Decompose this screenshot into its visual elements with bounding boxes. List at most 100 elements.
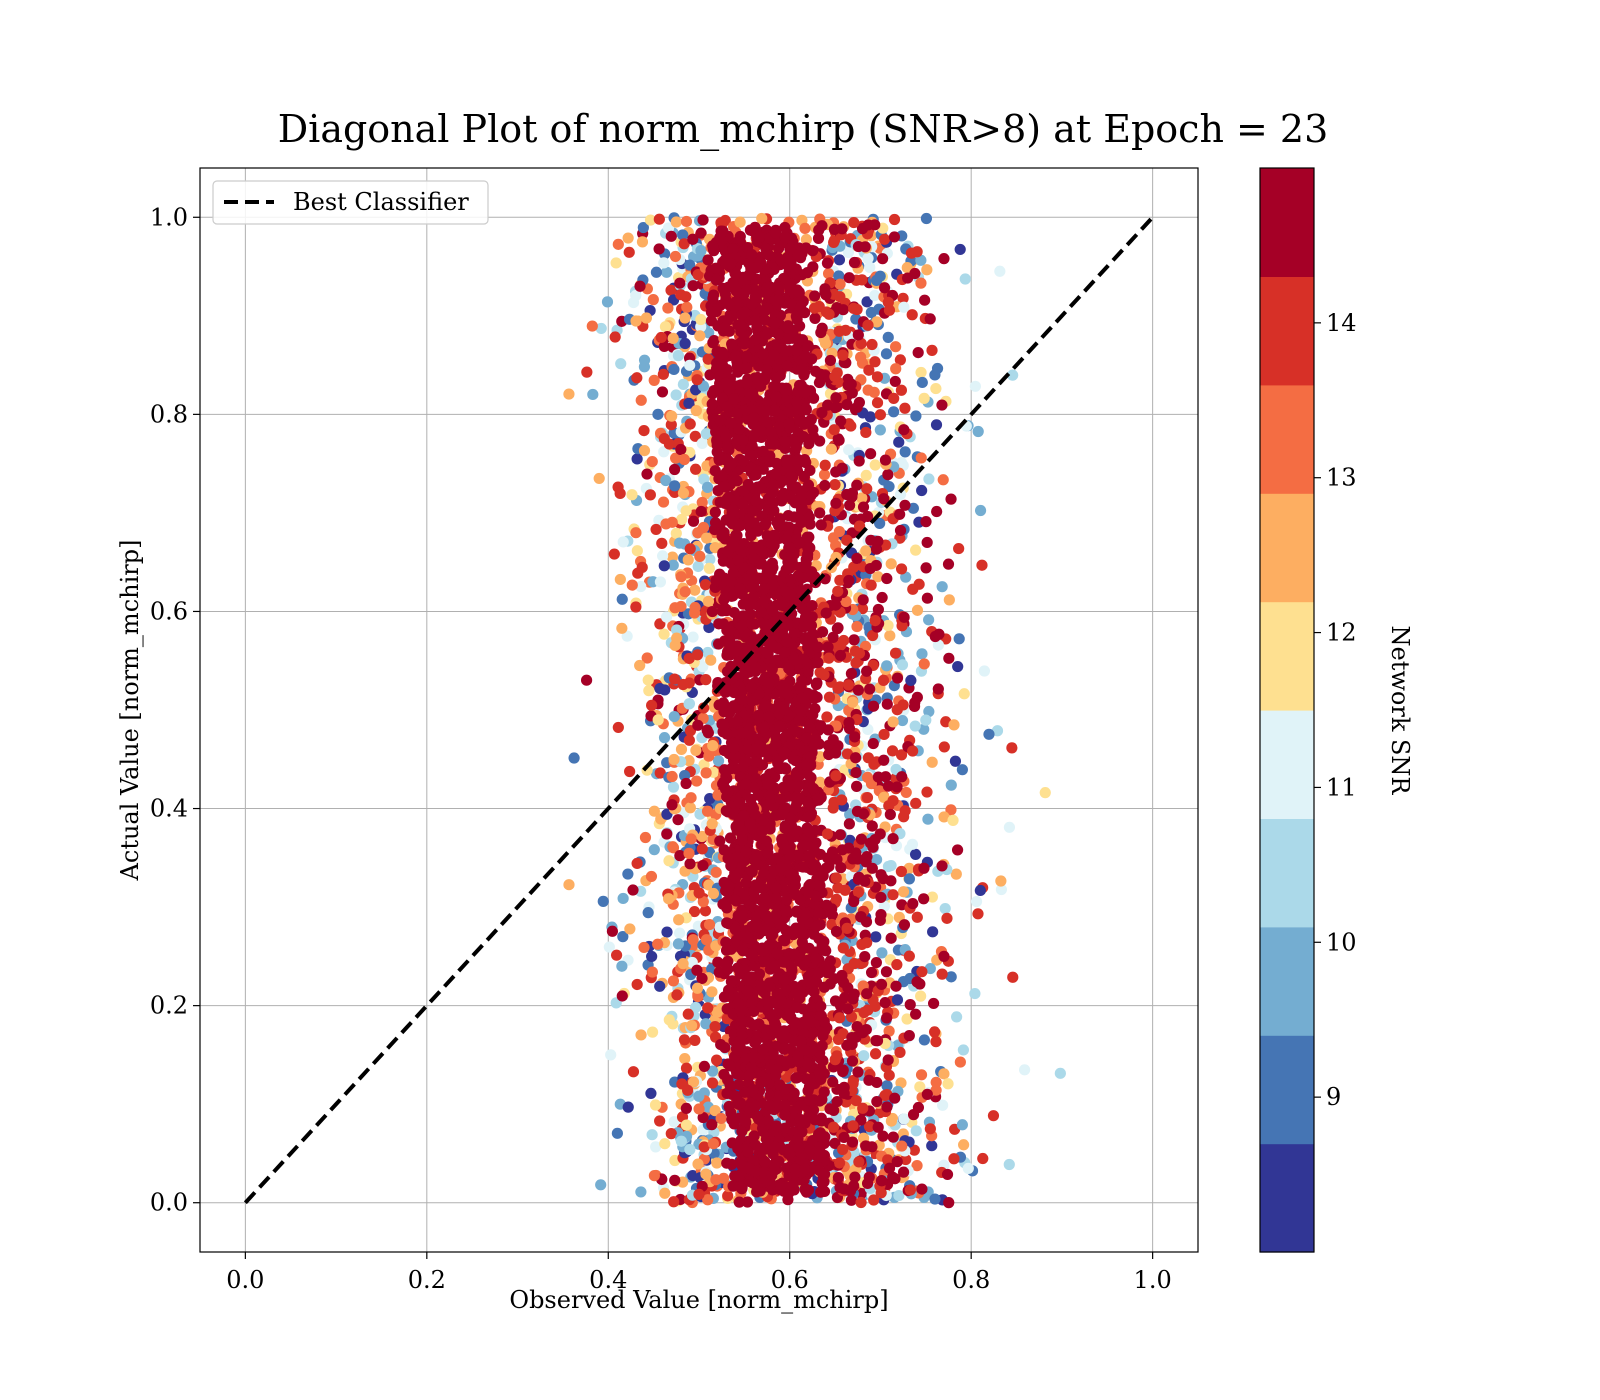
scatter-point: [842, 1003, 854, 1015]
scatter-point: [905, 247, 918, 259]
scatter-point: [727, 1180, 739, 1192]
scatter-point: [1003, 821, 1016, 833]
scatter-point: [653, 243, 665, 255]
scatter-point: [659, 684, 671, 696]
scatter-point: [878, 791, 890, 803]
scatter-point: [937, 474, 949, 486]
scatter-point: [891, 994, 904, 1006]
scatter-point: [883, 480, 895, 493]
scatter-point: [630, 315, 642, 327]
scatter-point: [751, 1110, 763, 1122]
scatter-point: [846, 1031, 858, 1044]
scatter-point: [580, 674, 593, 686]
scatter-point: [918, 893, 930, 905]
scatter-point: [690, 463, 702, 475]
scatter-point: [668, 673, 681, 685]
scatter-point: [623, 246, 635, 258]
scatter-point: [910, 797, 922, 809]
scatter-point: [959, 273, 971, 285]
scatter-point: [631, 978, 643, 991]
scatter-point: [921, 264, 933, 276]
scatter-point: [703, 562, 715, 574]
scatter-point: [958, 688, 970, 700]
scatter-point: [910, 410, 922, 422]
scatter-point: [828, 424, 840, 436]
scatter-point: [833, 1157, 846, 1169]
scatter-point: [807, 709, 819, 721]
scatter-point: [995, 875, 1007, 887]
scatter-point: [863, 1074, 875, 1086]
scatter-point: [860, 856, 872, 868]
scatter-point: [972, 425, 984, 438]
scatter-point: [970, 895, 983, 908]
scatter-point: [632, 567, 644, 579]
scatter-point: [610, 949, 623, 961]
scatter-point: [799, 222, 811, 234]
scatter-point: [707, 740, 719, 752]
scatter-point: [814, 435, 826, 447]
scatter-point: [669, 250, 682, 263]
scatter-point: [897, 292, 909, 304]
scatter-point: [886, 745, 899, 757]
scatter-point: [895, 563, 908, 575]
scatter-point: [912, 346, 924, 359]
scatter-point: [680, 777, 692, 790]
scatter-point: [878, 233, 891, 245]
scatter-point: [700, 767, 712, 779]
scatter-point: [617, 892, 629, 905]
scatter-point: [652, 938, 664, 950]
scatter-point: [819, 459, 831, 471]
scatter-point: [713, 966, 725, 978]
scatter-point: [890, 363, 902, 375]
scatter-point: [771, 948, 784, 960]
scatter-point: [877, 674, 890, 686]
scatter-point: [709, 1020, 721, 1033]
scatter-point: [911, 976, 923, 988]
scatter-point: [726, 1158, 738, 1170]
scatter-point: [930, 1084, 942, 1096]
scatter-point: [705, 654, 717, 666]
scatter-point: [861, 988, 873, 1000]
scatter-point: [815, 519, 827, 531]
scatter-point: [683, 847, 695, 859]
scatter-point: [827, 631, 839, 643]
scatter-point: [923, 473, 935, 485]
scatter-point: [861, 665, 873, 677]
scatter-point: [898, 611, 910, 623]
scatter-point: [851, 620, 863, 633]
scatter-point: [897, 886, 910, 898]
scatter-point: [864, 683, 876, 695]
scatter-point: [845, 668, 858, 680]
scatter-point: [839, 992, 851, 1004]
scatter-point: [641, 652, 653, 664]
scatter-point: [949, 755, 962, 767]
scatter-point: [932, 683, 944, 695]
scatter-point: [930, 419, 943, 431]
scatter-point: [850, 1095, 862, 1107]
scatter-point: [950, 868, 962, 880]
scatter-point: [679, 337, 691, 350]
scatter-point: [698, 1060, 711, 1073]
scatter-point: [709, 1105, 721, 1117]
scatter-point: [823, 748, 835, 761]
scatter-point: [887, 716, 899, 728]
scatter-point: [857, 1102, 869, 1114]
scatter-point: [568, 752, 580, 764]
scatter-point: [872, 1121, 884, 1133]
scatter-point: [911, 911, 923, 923]
scatter-point: [821, 711, 833, 723]
scatter-point: [851, 303, 863, 316]
scatter-point: [678, 238, 690, 250]
scatter-point: [675, 289, 687, 301]
scatter-point: [889, 647, 902, 659]
scatter-point: [680, 1102, 692, 1115]
scatter-point: [874, 828, 886, 840]
scatter-point: [868, 1194, 880, 1206]
scatter-point: [908, 1144, 920, 1156]
scatter-point: [648, 374, 660, 386]
scatter-point: [675, 571, 687, 583]
scatter-point: [648, 805, 660, 817]
scatter-point: [882, 619, 894, 632]
scatter-point: [817, 1030, 829, 1042]
scatter-point: [895, 384, 907, 396]
